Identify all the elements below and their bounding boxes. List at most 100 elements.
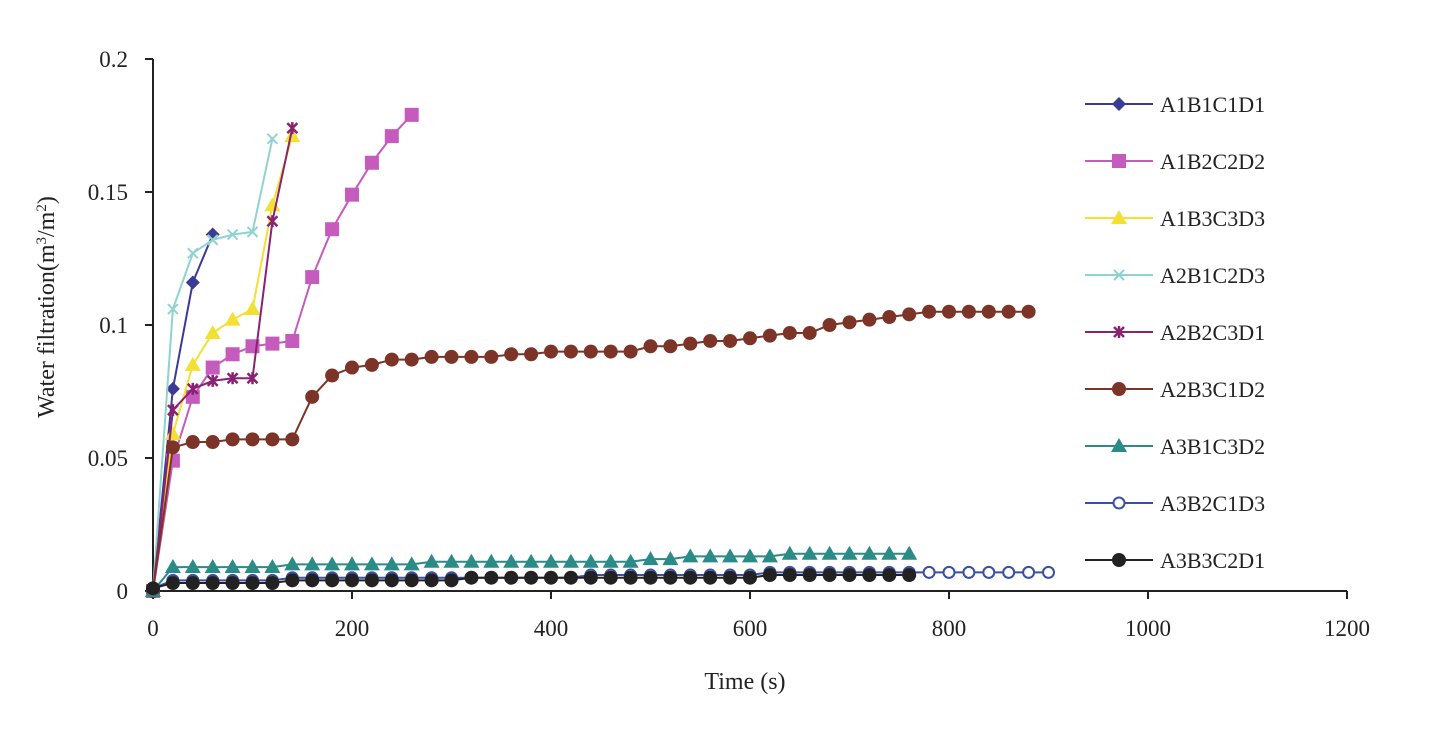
data-point bbox=[444, 573, 459, 588]
data-point bbox=[802, 568, 817, 583]
legend-item: A3B1C3D2 bbox=[1085, 434, 1265, 459]
data-point bbox=[682, 548, 699, 563]
data-point bbox=[503, 553, 520, 568]
x-tick-label: 800 bbox=[932, 616, 967, 641]
data-point bbox=[1021, 304, 1036, 319]
data-point bbox=[264, 559, 281, 574]
data-point bbox=[842, 568, 857, 583]
data-point bbox=[1022, 565, 1036, 579]
data-point bbox=[246, 226, 259, 238]
data-point bbox=[403, 556, 420, 571]
legend-label: A3B3C2D1 bbox=[1160, 548, 1265, 573]
data-point bbox=[167, 303, 179, 315]
data-point bbox=[742, 548, 758, 563]
data-point bbox=[882, 568, 897, 583]
data-point bbox=[822, 318, 837, 332]
data-point bbox=[285, 333, 300, 348]
series-layer bbox=[145, 107, 1055, 598]
data-point bbox=[345, 360, 359, 375]
legend-item: A2B1C2D3 bbox=[1085, 263, 1265, 288]
data-point bbox=[801, 545, 818, 560]
data-point bbox=[504, 347, 519, 362]
data-point bbox=[881, 545, 898, 560]
data-point bbox=[146, 581, 160, 596]
data-point bbox=[922, 304, 937, 319]
data-point bbox=[1002, 565, 1016, 579]
data-point bbox=[204, 324, 221, 339]
y-axis-title-sup2: 2 bbox=[34, 204, 50, 212]
x-tick-label: 600 bbox=[733, 616, 768, 641]
data-point bbox=[205, 576, 220, 591]
series-A3B1C3D2 bbox=[145, 545, 918, 597]
data-point bbox=[164, 559, 181, 574]
data-point bbox=[463, 553, 480, 568]
data-point bbox=[902, 307, 917, 322]
legend-marker bbox=[1111, 438, 1127, 452]
data-point bbox=[922, 565, 936, 579]
legend-label: A1B1C1D1 bbox=[1160, 92, 1265, 117]
data-point bbox=[165, 576, 180, 591]
data-point bbox=[266, 133, 279, 145]
data-point bbox=[524, 347, 539, 362]
y-axis-title: Water filtration(m3/m2) bbox=[34, 196, 60, 418]
y-tick-label: 0 bbox=[117, 579, 129, 604]
data-point bbox=[344, 556, 360, 571]
data-point bbox=[284, 556, 301, 571]
series-line bbox=[152, 234, 214, 592]
data-point bbox=[782, 568, 797, 583]
legend-label: A1B2C2D2 bbox=[1160, 149, 1265, 174]
data-point bbox=[563, 570, 578, 585]
data-point bbox=[703, 333, 718, 348]
data-point bbox=[562, 553, 579, 568]
data-point bbox=[265, 432, 280, 447]
legend-label: A3B2C1D3 bbox=[1160, 491, 1265, 516]
data-point bbox=[623, 344, 638, 359]
data-point bbox=[265, 336, 280, 351]
data-point bbox=[364, 573, 379, 588]
data-point bbox=[982, 565, 996, 579]
data-point bbox=[663, 570, 678, 585]
data-point bbox=[683, 570, 698, 585]
data-point bbox=[523, 553, 540, 568]
legend-marker bbox=[1113, 269, 1125, 281]
data-point bbox=[882, 310, 897, 325]
data-point bbox=[464, 570, 479, 585]
legend-item: A1B2C2D2 bbox=[1085, 149, 1265, 174]
data-point bbox=[383, 556, 400, 571]
data-point bbox=[206, 234, 219, 246]
data-point bbox=[246, 372, 259, 385]
y-axis-title-mid: /m bbox=[34, 211, 60, 237]
data-point bbox=[762, 328, 777, 343]
series-A2B3C1D2 bbox=[146, 304, 1036, 598]
data-point bbox=[285, 573, 300, 588]
data-point bbox=[204, 559, 221, 574]
data-point bbox=[563, 344, 578, 359]
data-point bbox=[483, 553, 500, 568]
data-point bbox=[663, 339, 678, 354]
x-axis-title: Time (s) bbox=[704, 669, 785, 695]
data-point bbox=[187, 247, 199, 259]
data-point bbox=[464, 349, 479, 364]
data-point bbox=[286, 122, 299, 135]
y-tick-label: 0.1 bbox=[99, 313, 128, 338]
data-point bbox=[642, 551, 659, 566]
data-point bbox=[583, 570, 598, 585]
legend-marker bbox=[1111, 210, 1127, 224]
x-tick-label: 1000 bbox=[1125, 616, 1171, 641]
data-point bbox=[224, 311, 241, 326]
data-point bbox=[424, 573, 439, 588]
data-point bbox=[325, 573, 340, 588]
data-point bbox=[304, 556, 321, 571]
y-axis-title-sup1: 3 bbox=[34, 237, 50, 245]
data-point bbox=[226, 228, 239, 241]
data-point bbox=[683, 336, 698, 351]
data-point bbox=[961, 304, 976, 319]
data-point bbox=[244, 301, 261, 316]
data-point bbox=[544, 570, 558, 585]
data-point bbox=[544, 344, 558, 359]
series-line bbox=[152, 135, 294, 592]
data-point bbox=[623, 570, 638, 585]
x-tick-label: 200 bbox=[335, 616, 370, 641]
data-point bbox=[364, 155, 379, 170]
legend-item: A2B2C3D1 bbox=[1085, 320, 1265, 345]
